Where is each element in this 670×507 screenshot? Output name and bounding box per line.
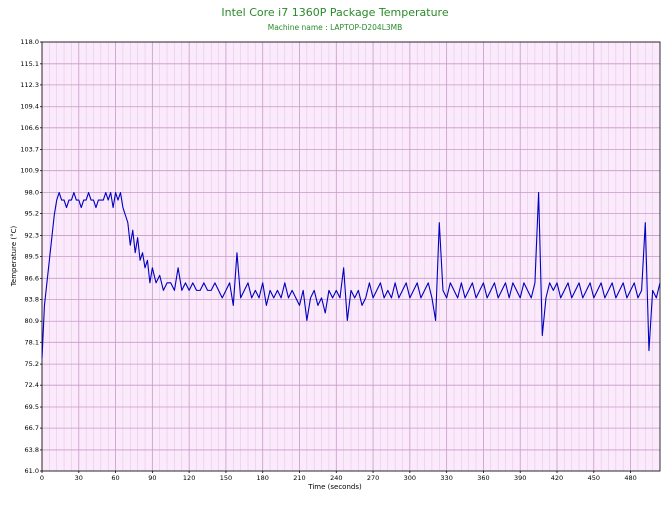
y-tick-label: 80.9 (25, 317, 39, 325)
x-tick-label: 0 (40, 474, 44, 482)
x-tick-label: 210 (293, 474, 305, 482)
y-tick-label: 66.7 (25, 424, 39, 432)
x-axis-label: Time (seconds) (307, 483, 362, 491)
x-tick-label: 420 (551, 474, 563, 482)
x-tick-label: 120 (183, 474, 195, 482)
x-tick-label: 390 (514, 474, 526, 482)
x-tick-label: 240 (330, 474, 342, 482)
x-tick-label: 300 (404, 474, 416, 482)
y-tick-label: 78.1 (25, 338, 39, 346)
y-tick-label: 118.0 (20, 38, 39, 46)
x-tick-label: 360 (477, 474, 489, 482)
plot-border (41, 41, 661, 472)
y-tick-label: 72.4 (25, 381, 39, 389)
y-tick-label: 83.8 (25, 295, 39, 303)
y-tick-label: 89.5 (25, 253, 39, 261)
x-tick-label: 450 (588, 474, 600, 482)
y-tick-label: 86.6 (25, 274, 39, 282)
y-tick-label: 69.5 (25, 403, 39, 411)
y-tick-label: 63.8 (25, 446, 39, 454)
x-tick-label: 180 (257, 474, 269, 482)
y-axis-label: Temperature (°C) (10, 226, 18, 288)
x-tick-label: 270 (367, 474, 379, 482)
x-tick-label: 30 (75, 474, 83, 482)
chart-title: Intel Core i7 1360P Package Temperature (221, 6, 448, 19)
y-tick-label: 95.2 (25, 210, 39, 218)
y-tick-label: 61.0 (25, 467, 39, 475)
y-tick-label: 109.4 (20, 103, 39, 111)
x-tick-label: 90 (148, 474, 156, 482)
y-tick-label: 106.6 (20, 124, 39, 132)
y-tick-label: 115.1 (20, 60, 39, 68)
y-tick-label: 92.3 (25, 231, 39, 239)
y-tick-label: 100.9 (20, 167, 39, 175)
x-tick-label: 150 (220, 474, 232, 482)
x-tick-label: 480 (624, 474, 636, 482)
temperature-line (41, 191, 661, 359)
chart-subtitle: Machine name : LAPTOP-D204L3MB (268, 23, 403, 32)
x-tick-label: 60 (111, 474, 119, 482)
x-tick-label: 330 (440, 474, 452, 482)
y-tick-label: 98.0 (25, 189, 39, 197)
y-tick-label: 75.2 (25, 360, 39, 368)
y-tick-label: 112.3 (20, 81, 39, 89)
y-tick-label: 103.7 (20, 146, 39, 154)
